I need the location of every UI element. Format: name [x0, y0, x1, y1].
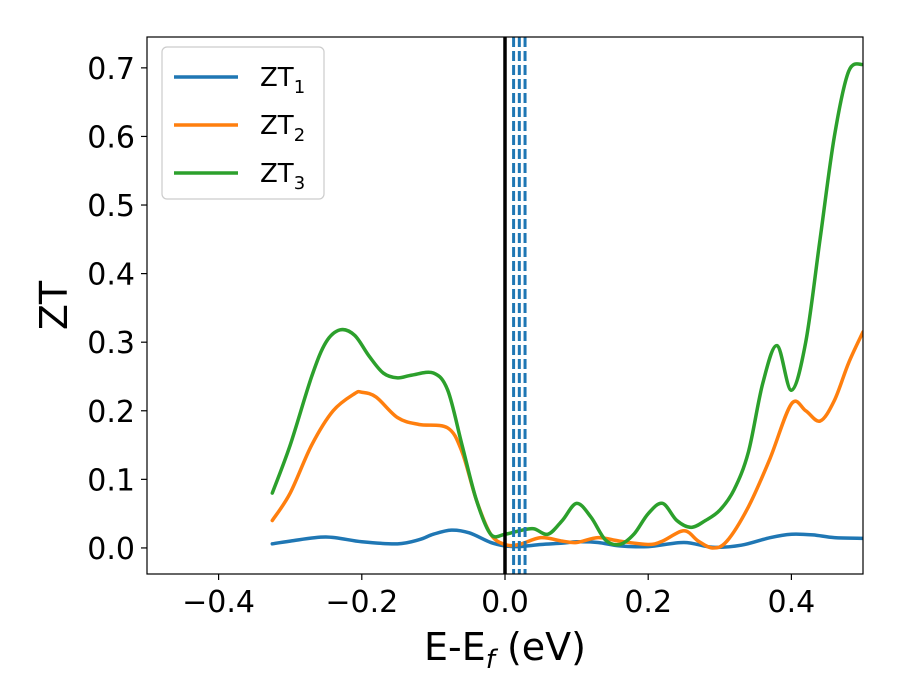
legend-label-main: ZT: [260, 111, 294, 141]
y-tick-label: 0.0: [87, 532, 135, 567]
x-tick-label: 0.4: [768, 585, 816, 620]
series-line-zt2: [270, 330, 863, 550]
clipped-lines: [270, 37, 863, 574]
y-tick-label: 0.1: [87, 463, 135, 498]
legend-label-subscript: 1: [294, 77, 305, 98]
series-line-zt3: [270, 62, 863, 547]
legend-label-zt1: ZT1: [260, 63, 305, 98]
y-tick-label: 0.2: [87, 395, 135, 430]
x-axis-label-main: E-E: [424, 625, 486, 669]
x-tick-label: −0.2: [325, 585, 398, 620]
legend-label-zt2: ZT2: [260, 111, 305, 146]
x-tick-label: −0.4: [182, 585, 255, 620]
series-line-zt1: [270, 528, 863, 550]
x-tick-label: 0.0: [481, 585, 529, 620]
y-tick-label: 0.7: [87, 52, 135, 87]
x-tick-label: 0.2: [624, 585, 672, 620]
y-tick-label: 0.4: [87, 258, 135, 293]
legend-label-zt3: ZT3: [260, 159, 305, 194]
legend-label-subscript: 2: [294, 125, 305, 146]
x-axis-label-unit: (eV): [495, 625, 586, 669]
legend-box: [161, 46, 325, 200]
x-axis-label: E-Ef (eV): [424, 625, 586, 675]
y-axis-label: ZT: [32, 280, 76, 330]
series-lines: [270, 37, 863, 574]
legend-label-main: ZT: [260, 159, 294, 189]
legend-label-main: ZT: [260, 63, 294, 93]
y-tick-label: 0.3: [87, 326, 135, 361]
axes: −0.4 −0.2 0.0 0.2 0.4 0.0 0.1 0.2 0.3 0.4 0.5 0.6 0.…: [32, 36, 864, 675]
y-tick-label: 0.5: [87, 189, 135, 224]
y-tick-label: 0.6: [87, 120, 135, 155]
legend-label-subscript: 3: [294, 173, 305, 194]
